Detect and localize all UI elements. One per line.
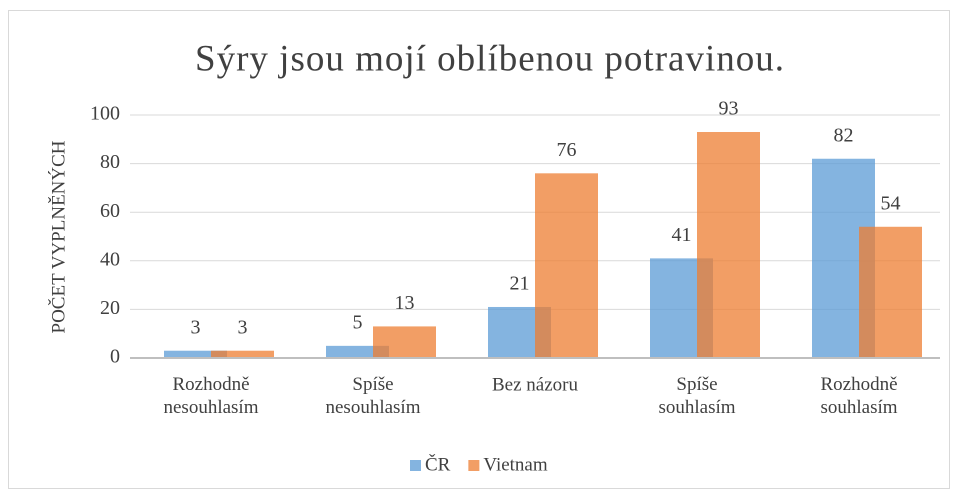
data-label: 3 [238,316,248,338]
data-label: 5 [353,311,363,333]
x-tick-label: Spíše nesouhlasím [326,374,421,418]
bar [373,326,436,358]
chart-border [8,10,950,489]
bar [697,132,760,358]
data-label: 93 [719,98,739,120]
y-axis-label: POČET VYPLNĚNÝCH [47,140,69,333]
x-tick-label: Spíše souhlasím [658,374,735,418]
legend-label: ČR [425,453,451,475]
y-tick-label: 0 [110,346,120,368]
y-tick-label: 40 [100,248,120,270]
bar [211,350,274,358]
bar [164,350,227,358]
x-tick-label: Bez názoru [492,374,578,395]
data-label: 13 [395,292,415,314]
y-tick-label: 60 [100,200,120,222]
data-label: 3 [191,316,201,338]
y-tick-label: 80 [100,151,120,173]
data-label: 41 [672,224,692,246]
x-tick-label: Rozhodně souhlasím [820,374,897,418]
data-label: 76 [557,139,577,161]
data-label: 82 [834,124,854,146]
legend-swatch [468,460,480,471]
data-label: 21 [510,273,530,295]
data-label: 54 [881,192,901,214]
bar [535,173,598,358]
bar [859,226,922,358]
y-tick-label: 100 [90,103,120,125]
legend-label: Vietnam [483,454,548,475]
x-tick-label: Rozhodně nesouhlasím [164,374,259,418]
y-tick-label: 20 [100,297,120,319]
chart-title: Sýry jsou mojí oblíbenou potravinou. [195,38,785,79]
legend-swatch [410,460,421,471]
